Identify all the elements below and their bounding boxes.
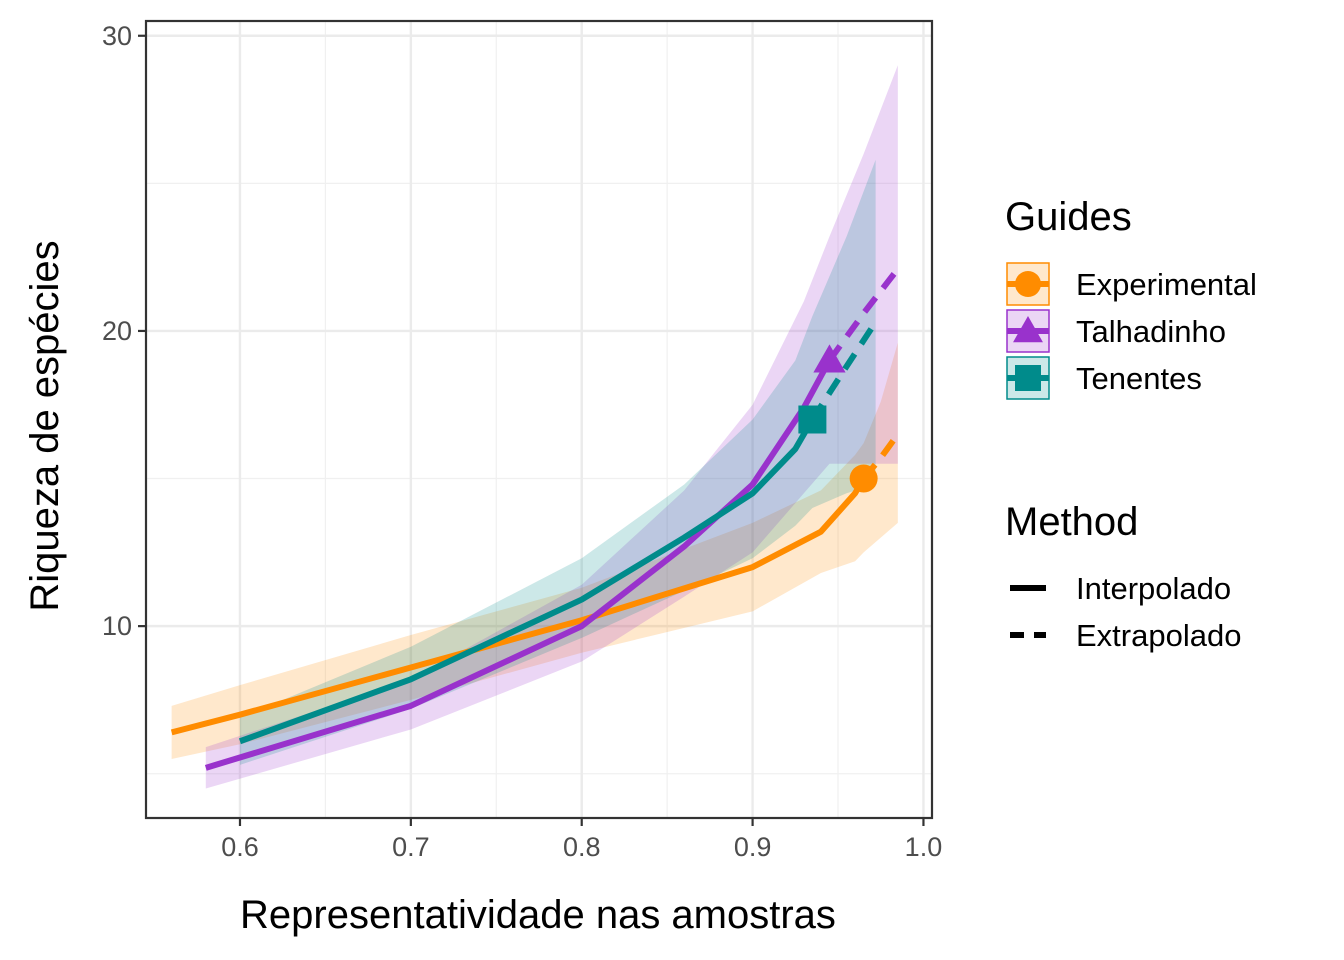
legend-method-label: Extrapolado [1076,618,1241,653]
grid-major [146,21,932,818]
line-interpolated-experimental [170,477,867,736]
legend-guides-label: Talhadinho [1076,314,1226,349]
legend-guides: Guides Experimental Talhadinho Tenentes [1005,195,1257,400]
y-axis-tick-label: 10 [102,611,132,641]
legend-guides-label: Experimental [1076,267,1257,302]
x-axis: 0.6 0.7 0.8 0.9 1.0 [221,818,942,862]
ribbon-talhadinho [205,65,898,789]
ribbon-tenentes [239,159,876,765]
point-tenentes [798,405,827,434]
x-axis-tick-label: 0.8 [563,832,601,862]
point-experimental [849,464,878,493]
panel-border [144,19,934,820]
observed-points [798,344,878,493]
confidence-ribbons [171,65,898,789]
legend-key-triangle [1013,316,1043,343]
line-extrapolated-talhadinho [827,267,901,363]
ribbon-experimental [171,342,898,759]
legend-method-title: Method [1005,500,1138,544]
point-talhadinho [813,344,846,373]
line-interpolated-tenentes [238,417,815,745]
x-axis-tick-label: 0.9 [734,832,772,862]
legend-method: Method Interpolado Extrapolado [1005,500,1241,653]
legend-guides-label: Tenentes [1076,361,1202,396]
x-axis-tick-label: 0.6 [221,832,259,862]
legend-method-label: Interpolado [1076,571,1231,606]
line-extrapolated-tenentes [809,320,879,422]
x-axis-tick-label: 1.0 [905,832,943,862]
x-axis-title: Representatividade nas amostras [240,893,836,937]
y-axis-tick-label: 20 [102,316,132,346]
y-axis: 10 20 30 [102,21,146,641]
grid-minor [146,21,932,818]
y-axis-title: Riqueza de espécies [23,240,67,611]
legend-key-square [1015,365,1041,391]
legend-guides-title: Guides [1005,195,1132,239]
y-axis-tick-label: 30 [102,21,132,51]
x-axis-tick-label: 0.7 [392,832,430,862]
legend-key-circle [1015,271,1041,297]
